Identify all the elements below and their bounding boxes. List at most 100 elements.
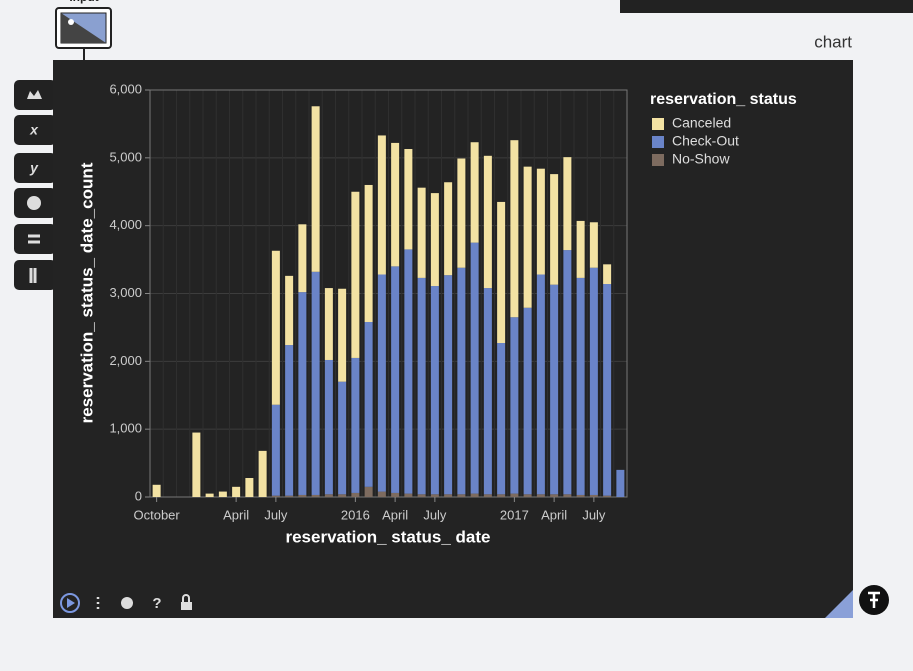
y-tick-label: 6,000 <box>109 81 142 96</box>
resize-handle[interactable] <box>825 590 853 618</box>
bar-segment <box>523 307 532 495</box>
bar-segment <box>377 135 386 275</box>
bar-segment <box>603 495 612 497</box>
chart-panel <box>53 60 853 618</box>
bar-segment <box>324 288 333 360</box>
bar-segment <box>536 168 545 275</box>
tab-icon <box>27 196 41 210</box>
bar-segment <box>497 201 506 344</box>
y-tick-label: 5,000 <box>109 149 142 164</box>
bar-segment <box>417 187 426 278</box>
tab-x[interactable] <box>14 115 56 145</box>
bar-segment <box>576 277 585 495</box>
bar-segment <box>470 242 479 494</box>
bar-segment <box>218 491 227 497</box>
node-label: Input <box>69 0 98 4</box>
bar-segment <box>483 155 492 289</box>
bar-segment <box>483 288 492 495</box>
bar-segment <box>324 359 333 495</box>
legend-swatch <box>652 118 664 130</box>
legend-label: Check-Out <box>672 133 739 149</box>
x-tick-label: July <box>423 507 447 522</box>
bar-segment <box>497 494 506 497</box>
y-tick-label: 3,000 <box>109 285 142 300</box>
bar-segment <box>338 288 347 382</box>
bar-segment <box>271 250 280 405</box>
bar-segment <box>563 157 572 251</box>
bar-segment <box>364 184 373 322</box>
tab-icon <box>28 234 40 244</box>
bar-segment <box>285 275 294 346</box>
bar-segment <box>311 271 320 495</box>
bar-segment <box>364 486 373 497</box>
help-button[interactable]: ? <box>152 595 161 612</box>
bar-segment <box>377 491 386 497</box>
pin-icon <box>868 591 880 608</box>
bar-segment <box>536 274 545 495</box>
bar-segment <box>523 494 532 497</box>
bar-segment <box>444 275 453 495</box>
bar-segment <box>550 174 559 285</box>
side-tabs: x y <box>14 80 56 290</box>
tab-label: x <box>29 122 39 138</box>
bar-segment <box>589 494 598 497</box>
bar-segment <box>311 494 320 497</box>
bar-segment <box>258 450 267 497</box>
x-tick-label: April <box>541 507 567 522</box>
x-tick-label: 2017 <box>500 507 529 522</box>
y-axis-title: reservation_ status_ date_count <box>77 162 96 423</box>
bar-segment <box>404 249 413 494</box>
run-icon <box>67 598 75 608</box>
bar-segment <box>536 494 545 497</box>
lock-button[interactable] <box>181 602 192 610</box>
bar-segment <box>285 495 294 497</box>
data-button[interactable] <box>121 597 133 609</box>
bar-segment <box>232 486 241 497</box>
bar-segment <box>470 142 479 243</box>
bar-segment <box>245 478 254 497</box>
bar-segment <box>311 106 320 272</box>
bar-segment <box>616 469 625 497</box>
bar-segment <box>271 404 280 496</box>
bar-segment <box>271 495 280 497</box>
tab-label: y <box>29 160 39 176</box>
bar-segment <box>298 494 307 497</box>
top-toolbar <box>620 0 913 13</box>
legend-label: Canceled <box>672 115 731 131</box>
bar-segment <box>457 494 466 497</box>
bar-segment <box>391 492 400 497</box>
node-icon-dot <box>68 19 74 25</box>
bar-segment <box>497 343 506 495</box>
bar-segment <box>205 493 214 497</box>
panel-title: chart <box>814 32 852 51</box>
bar-segment <box>404 493 413 497</box>
bar-segment <box>377 274 386 492</box>
bar-segment <box>298 292 307 495</box>
x-tick-label: April <box>382 507 408 522</box>
y-tick-label: 0 <box>135 488 142 503</box>
bar-segment <box>298 224 307 293</box>
bar-segment <box>152 484 161 497</box>
tab-y[interactable] <box>14 153 56 183</box>
legend-swatch <box>652 154 664 166</box>
bar-segment <box>563 250 572 495</box>
bar-segment <box>550 494 559 497</box>
bar-segment <box>417 277 426 495</box>
bar-segment <box>457 158 466 268</box>
bar-segment <box>430 494 439 497</box>
bar-segment <box>576 494 585 497</box>
bar-segment <box>510 493 519 497</box>
run-button[interactable] <box>60 593 80 613</box>
bar-segment <box>589 267 598 495</box>
bar-segment <box>430 193 439 287</box>
tab-size[interactable] <box>14 224 56 254</box>
legend-label: No-Show <box>672 151 730 167</box>
legend-swatch <box>652 136 664 148</box>
bar-segment <box>351 191 360 358</box>
lock-icon <box>182 594 190 602</box>
bar-segment <box>285 345 294 496</box>
tab-icon <box>27 90 42 99</box>
bar-segment <box>576 220 585 278</box>
bar-segment <box>510 317 519 494</box>
